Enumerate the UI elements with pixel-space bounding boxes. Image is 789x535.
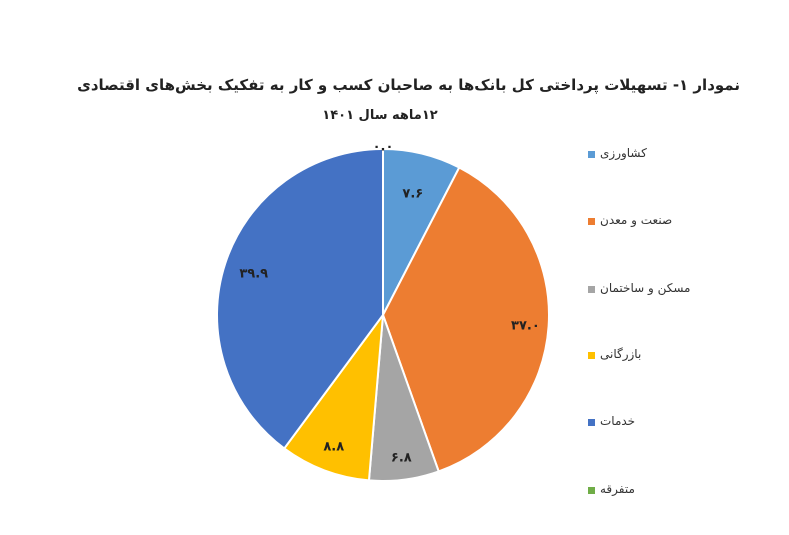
chart-title: نمودار ۱- تسهیلات پرداختی کل بانک‌ها به …	[77, 76, 740, 94]
pie-data-label-4: ۳۹.۹	[239, 266, 268, 281]
legend-label-2: مسکن و ساختمان	[600, 281, 691, 295]
legend-swatch-3	[588, 352, 595, 359]
legend-item-1: صنعت و معدن	[588, 213, 708, 233]
pie-slice-4	[216, 147, 384, 450]
pie-slice-3	[282, 311, 385, 482]
legend-item-4: خدمات	[588, 414, 708, 434]
pie-data-label-2: ۶.۸	[391, 451, 412, 466]
legend-label-4: خدمات	[600, 414, 636, 428]
pie-data-label-1: ۳۷.۰	[511, 319, 540, 334]
chart-subtitle: ۱۲ماهه سال ۱۴۰۱	[322, 108, 438, 123]
legend-label-0: کشاورزی	[600, 146, 647, 160]
legend-swatch-1	[588, 218, 595, 225]
legend-label-1: صنعت و معدن	[600, 213, 673, 227]
legend-swatch-0	[588, 151, 595, 158]
legend-swatch-2	[588, 286, 595, 293]
legend-item-5: متفرقه	[588, 482, 708, 502]
legend-label-5: متفرقه	[600, 482, 635, 496]
pie-data-labels: ۷.۶ ۳۷.۰ ۶.۸ ۸.۸ ۳۹.۹ ۰.۰	[239, 140, 539, 466]
legend-item-3: بازرگانی	[588, 347, 708, 367]
legend-swatch-4	[588, 419, 595, 426]
pie-data-label-3: ۸.۸	[323, 439, 344, 454]
pie-slice-1	[381, 166, 550, 473]
legend-swatch-5	[588, 487, 595, 494]
legend-item-0: کشاورزی	[588, 146, 708, 166]
pie-data-label-5: ۰.۰	[373, 140, 394, 155]
pie-slices	[216, 147, 550, 482]
legend-label-3: بازرگانی	[600, 347, 642, 361]
pie-data-label-0: ۷.۶	[402, 186, 423, 201]
legend-item-2: مسکن و ساختمان	[588, 281, 708, 301]
